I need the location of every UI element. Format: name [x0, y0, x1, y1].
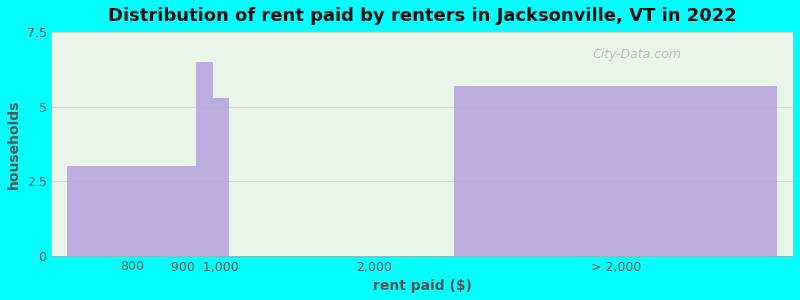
Bar: [67, 166, 197, 256]
Text: City-Data.com: City-Data.com: [593, 48, 682, 61]
Title: Distribution of rent paid by renters in Jacksonville, VT in 2022: Distribution of rent paid by renters in …: [108, 7, 737, 25]
Bar: [197, 62, 213, 256]
X-axis label: rent paid ($): rent paid ($): [373, 279, 472, 293]
Bar: [213, 98, 229, 256]
Y-axis label: households: households: [7, 99, 21, 188]
Bar: [454, 86, 777, 256]
